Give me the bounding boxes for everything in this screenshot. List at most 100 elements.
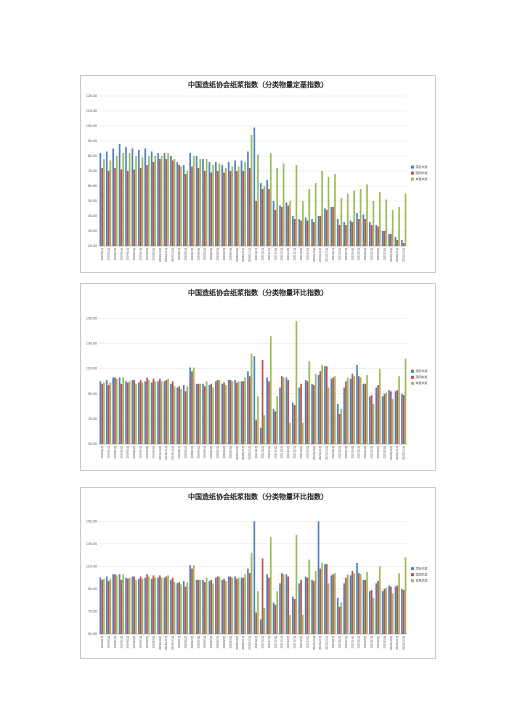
x-tick-label: 2021年11月 (318, 248, 322, 262)
bar-series-1 (285, 202, 288, 246)
x-tick-label: 2021年3月 (267, 248, 271, 260)
x-tick-label: 2022年8月 (376, 446, 380, 458)
x-tick-label: 2020年5月 (203, 446, 207, 458)
x-tick-label: 2019年4月 (119, 248, 123, 260)
x-tick-label: 2020年11月 (241, 248, 245, 262)
bar-series-2 (139, 168, 142, 246)
bar-series-1 (208, 581, 211, 634)
bar-series-1 (272, 408, 275, 444)
bar-series-2 (332, 377, 334, 444)
bar-series-1 (311, 579, 313, 634)
x-tick-label: 2021年4月 (273, 446, 277, 458)
bar-series-1 (247, 371, 249, 444)
bar-series-1 (170, 579, 172, 634)
bar-series-1 (259, 183, 262, 246)
bar-series-3 (314, 183, 317, 246)
bar-series-1 (381, 591, 384, 634)
x-tick-label: 2019年10月 (158, 248, 162, 262)
bar-series-3 (372, 403, 375, 444)
x-tick-label: 2022年2月 (337, 636, 341, 648)
bar-series-3 (372, 201, 375, 246)
bar-series-2 (126, 382, 129, 444)
bar-series-3 (340, 408, 343, 444)
bar-series-2 (171, 577, 174, 634)
bar-series-2 (216, 380, 219, 444)
bar-series-1 (279, 583, 281, 634)
y-tick-label: 150.00 (86, 317, 97, 321)
bar-series-1 (118, 377, 121, 444)
bar-series-3 (302, 614, 304, 634)
x-tick-label: 2019年2月 (106, 446, 110, 458)
bar-series-1 (157, 577, 159, 634)
bar-series-2 (396, 240, 399, 246)
bar-series-3 (186, 386, 189, 444)
bar-series-2 (191, 371, 193, 444)
bar-series-1 (381, 396, 384, 444)
bar-series-2 (377, 226, 379, 246)
bar-series-1 (356, 562, 358, 634)
bar-series-2 (364, 219, 367, 246)
x-tick-label: 2019年7月 (139, 248, 143, 260)
bar-series-1 (317, 216, 320, 246)
legend-label: 本色木浆 (416, 176, 428, 181)
bar-series-1 (202, 159, 204, 246)
bar-series-1 (105, 576, 108, 634)
bar-series-1 (388, 234, 390, 246)
bar-series-3 (128, 381, 131, 444)
bar-series-1 (125, 147, 127, 246)
x-tick-label: 2022年1月 (331, 446, 335, 458)
bar-series-1 (182, 165, 185, 246)
x-tick-label: 2019年8月 (145, 248, 149, 260)
bar-series-1 (343, 387, 345, 444)
bar-series-2 (383, 393, 386, 444)
bar-series-3 (404, 358, 407, 444)
x-tick-label: 2021年8月 (299, 446, 303, 458)
bar-series-1 (266, 574, 268, 634)
y-tick-label: 90.00 (88, 139, 97, 143)
x-tick-label: 2019年1月 (100, 636, 104, 648)
bar-series-1 (195, 383, 198, 444)
x-tick-label: 2019年7月 (139, 446, 143, 458)
bar-series-1 (375, 583, 378, 634)
bar-series-3 (160, 577, 163, 634)
bar-series-1 (388, 390, 390, 444)
x-tick-label: 2020年6月 (209, 446, 213, 458)
bar-series-3 (237, 577, 240, 634)
y-tick-label: 50.00 (88, 442, 97, 446)
bar-series-2 (101, 579, 103, 634)
bar-series-3 (135, 383, 137, 444)
bar-series-3 (218, 163, 221, 246)
x-tick-label: 2022年5月 (357, 446, 361, 458)
bar-series-2 (210, 383, 213, 444)
x-tick-label: 2022年7月 (370, 248, 374, 260)
y-tick-label: 90.00 (88, 587, 97, 591)
bar-series-1 (125, 381, 127, 444)
bar-series-1 (298, 219, 301, 246)
bar-series-2 (306, 577, 309, 634)
x-tick-label: 2021年9月 (305, 636, 309, 648)
bar-series-1 (362, 579, 365, 634)
bar-series-2 (319, 216, 322, 246)
bar-series-3 (321, 171, 323, 246)
bar-series-2 (165, 380, 168, 444)
bar-series-1 (131, 148, 134, 246)
bar-series-3 (103, 382, 105, 444)
x-tick-label: 2020年9月 (228, 248, 232, 260)
bar-series-2 (120, 169, 123, 246)
x-tick-label: 2021年6月 (286, 446, 290, 458)
bar-series-2 (357, 573, 360, 634)
bar-series-3 (192, 367, 195, 444)
y-tick-label: 50.00 (88, 199, 97, 203)
bar-series-1 (150, 578, 153, 634)
bar-series-1 (215, 381, 217, 444)
x-tick-label: 2021年6月 (286, 636, 290, 648)
bar-series-3 (192, 156, 195, 246)
bar-series-2 (159, 378, 161, 444)
x-tick-label: 2020年10月 (235, 446, 239, 460)
bar-series-3 (192, 565, 195, 634)
bar-series-1 (163, 381, 166, 444)
bar-series-3 (302, 422, 304, 444)
legend-swatch (411, 579, 414, 583)
bar-series-1 (208, 162, 211, 246)
x-tick-label: 2021年11月 (318, 446, 322, 460)
